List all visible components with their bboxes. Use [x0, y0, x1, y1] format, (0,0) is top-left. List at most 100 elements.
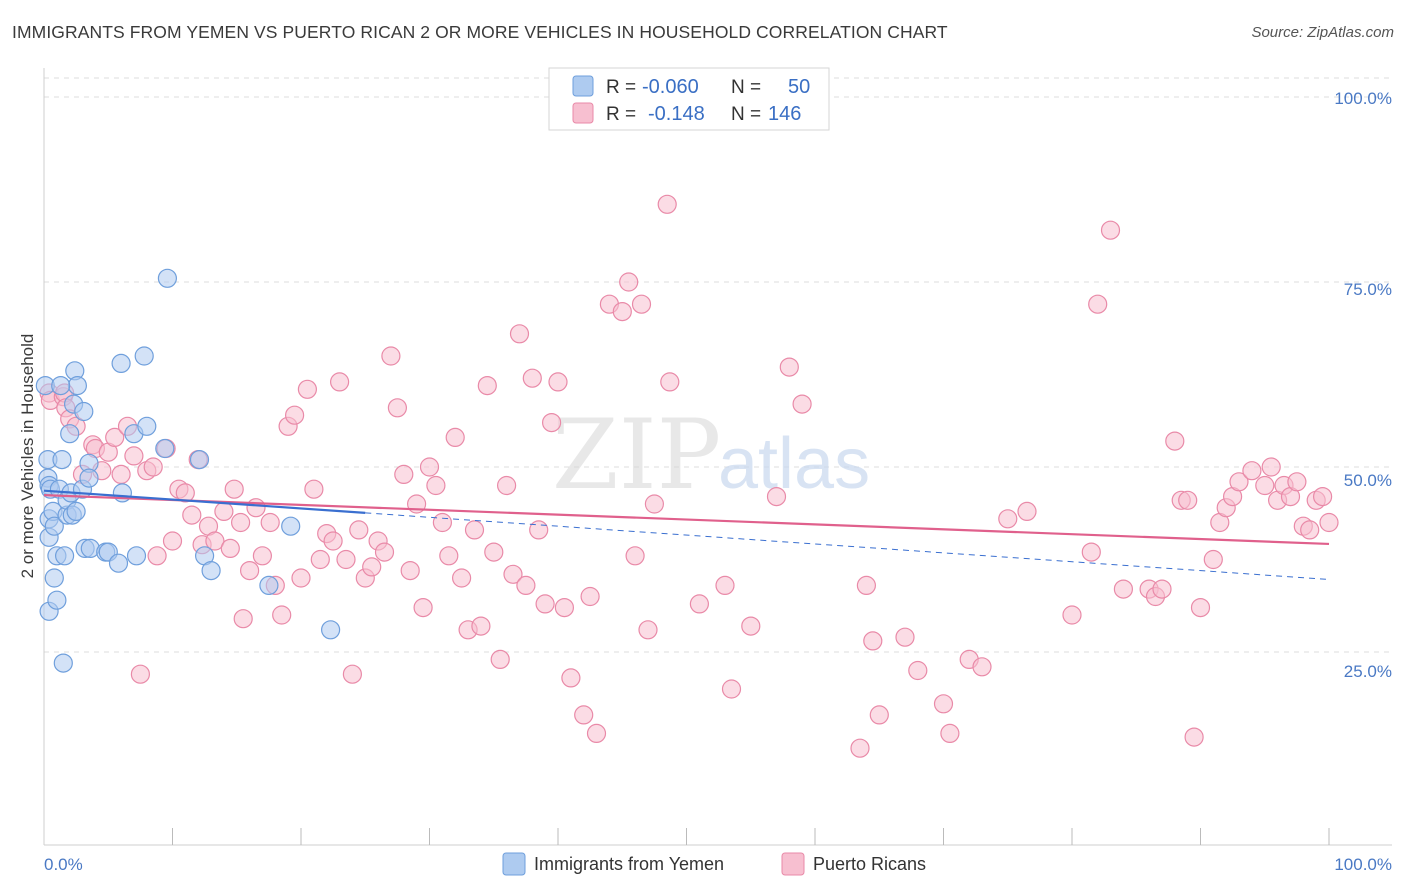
data-point[interactable] — [1113, 579, 1134, 599]
data-point[interactable] — [1017, 501, 1037, 521]
data-point[interactable] — [321, 620, 341, 640]
data-point[interactable] — [44, 568, 64, 588]
data-point[interactable] — [1255, 475, 1275, 496]
data-point[interactable] — [260, 512, 280, 533]
data-point[interactable] — [721, 679, 742, 699]
data-point[interactable] — [281, 516, 301, 536]
data-point[interactable] — [1312, 487, 1333, 507]
data-point[interactable] — [1319, 512, 1339, 533]
data-point[interactable] — [285, 405, 305, 425]
data-point[interactable] — [612, 302, 632, 322]
data-point[interactable] — [205, 531, 225, 551]
data-point[interactable] — [625, 546, 645, 566]
data-point[interactable] — [60, 424, 80, 444]
data-point[interactable] — [155, 438, 175, 459]
data-point[interactable] — [657, 194, 677, 214]
data-point[interactable] — [1152, 579, 1172, 599]
data-point[interactable] — [108, 553, 129, 573]
data-point[interactable] — [381, 346, 401, 366]
data-point[interactable] — [246, 498, 266, 518]
data-point[interactable] — [130, 664, 150, 684]
data-point[interactable] — [330, 372, 350, 392]
data-point[interactable] — [67, 376, 88, 396]
data-point[interactable] — [1229, 472, 1249, 492]
data-point[interactable] — [850, 738, 870, 758]
data-point[interactable] — [124, 446, 144, 466]
data-point[interactable] — [509, 324, 530, 344]
data-point[interactable] — [863, 631, 883, 651]
data-point[interactable] — [477, 376, 497, 396]
data-point[interactable] — [490, 649, 510, 670]
data-point[interactable] — [66, 501, 86, 521]
data-point[interactable] — [374, 542, 395, 562]
source-attribution[interactable]: Source: ZipAtlas.com — [1251, 24, 1394, 41]
data-point[interactable] — [105, 427, 125, 447]
data-point[interactable] — [638, 620, 658, 640]
data-point[interactable] — [214, 501, 234, 521]
data-point[interactable] — [44, 516, 64, 536]
data-point[interactable] — [1203, 549, 1223, 570]
data-point[interactable] — [689, 594, 710, 614]
data-point[interactable] — [342, 664, 362, 684]
data-point[interactable] — [240, 560, 260, 581]
data-point[interactable] — [541, 413, 562, 433]
data-point[interactable] — [304, 479, 324, 499]
data-point[interactable] — [869, 705, 889, 725]
data-point[interactable] — [157, 268, 177, 288]
data-point[interactable] — [111, 353, 131, 373]
data-point[interactable] — [580, 586, 600, 607]
data-point[interactable] — [349, 520, 369, 540]
data-point[interactable] — [464, 520, 485, 540]
data-point[interactable] — [1088, 294, 1108, 314]
data-point[interactable] — [233, 609, 253, 629]
data-point[interactable] — [79, 468, 99, 488]
data-point[interactable] — [74, 401, 94, 422]
data-point[interactable] — [162, 531, 183, 551]
data-point[interactable] — [53, 653, 73, 673]
data-point[interactable] — [231, 512, 251, 533]
data-point[interactable] — [52, 450, 72, 470]
data-point[interactable] — [1165, 431, 1185, 451]
data-point[interactable] — [1190, 597, 1211, 618]
data-point[interactable] — [323, 531, 343, 551]
data-point[interactable] — [895, 627, 915, 647]
data-point[interactable] — [54, 546, 75, 566]
data-point[interactable] — [529, 520, 549, 540]
data-point[interactable] — [998, 509, 1018, 529]
data-point[interactable] — [644, 494, 665, 514]
data-point[interactable] — [419, 457, 440, 477]
data-point[interactable] — [175, 483, 195, 503]
data-point[interactable] — [47, 590, 67, 610]
data-point[interactable] — [201, 560, 221, 581]
data-point[interactable] — [252, 546, 272, 566]
data-point[interactable] — [394, 464, 414, 484]
data-point[interactable] — [137, 416, 157, 436]
data-point[interactable] — [452, 568, 472, 588]
data-point[interactable] — [272, 605, 292, 625]
data-point[interactable] — [522, 368, 542, 388]
data-point[interactable] — [413, 597, 433, 618]
data-point[interactable] — [1300, 520, 1320, 540]
data-point[interactable] — [1261, 457, 1281, 477]
data-point[interactable] — [147, 546, 167, 566]
data-point[interactable] — [220, 538, 240, 559]
data-point[interactable] — [574, 705, 594, 725]
data-point[interactable] — [143, 457, 163, 477]
data-point[interactable] — [297, 379, 317, 399]
data-point[interactable] — [400, 560, 420, 581]
data-point[interactable] — [908, 660, 928, 681]
data-point[interactable] — [362, 557, 382, 577]
data-point[interactable] — [1081, 542, 1101, 562]
data-point[interactable] — [1242, 461, 1262, 481]
data-point[interactable] — [497, 475, 517, 496]
data-point[interactable] — [336, 549, 356, 570]
data-point[interactable] — [548, 372, 568, 392]
data-point[interactable] — [51, 376, 71, 396]
data-point[interactable] — [259, 575, 279, 596]
data-point[interactable] — [856, 575, 877, 596]
data-point[interactable] — [291, 568, 311, 588]
data-point[interactable] — [933, 694, 954, 714]
data-point[interactable] — [471, 616, 491, 636]
data-point[interactable] — [715, 575, 735, 596]
data-point[interactable] — [1287, 472, 1307, 492]
